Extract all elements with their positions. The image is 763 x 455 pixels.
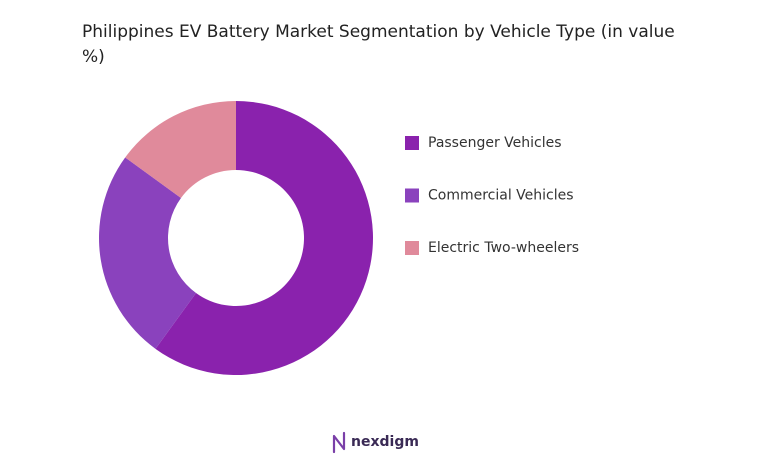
legend-label: Commercial Vehicles bbox=[428, 188, 574, 204]
logo-icon bbox=[332, 431, 346, 454]
legend-swatch bbox=[405, 188, 419, 203]
legend-label: Electric Two-wheelers bbox=[428, 240, 579, 256]
brand-logo: nexdigm bbox=[332, 431, 419, 454]
slice bbox=[125, 101, 236, 199]
legend-swatch bbox=[405, 136, 419, 150]
legend-swatch bbox=[405, 241, 419, 255]
slice bbox=[155, 101, 374, 375]
legend-label: Passenger Vehicles bbox=[428, 135, 562, 151]
slice bbox=[99, 157, 197, 349]
brand-name: nexdigm bbox=[351, 434, 419, 450]
chart-title: Philippines EV Battery Market Segmentati… bbox=[82, 22, 675, 67]
